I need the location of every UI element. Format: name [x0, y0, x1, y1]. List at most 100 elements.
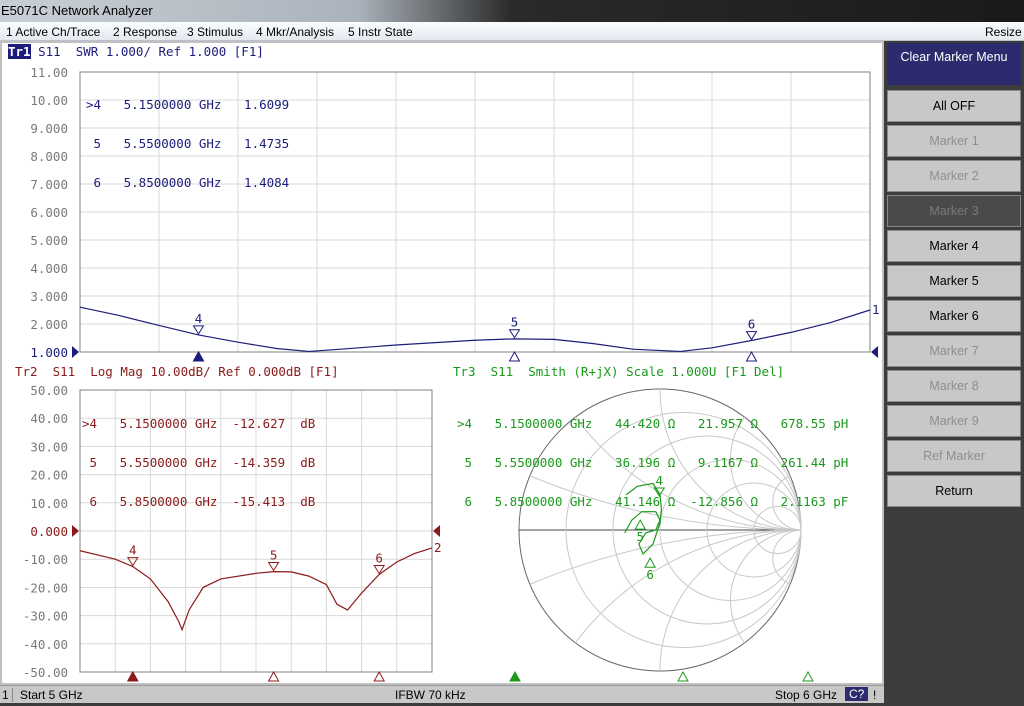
marker-6-icon — [373, 564, 386, 575]
menu-instr-state[interactable]: 5 Instr State — [348, 25, 413, 39]
marker-label: 4 — [656, 473, 664, 488]
softkey-menu-title: Clear Marker Menu — [887, 43, 1021, 85]
marker-readout: 5 5.5500000 GHz 1.4735 — [86, 136, 290, 151]
y-tick-label: 20.00 — [30, 468, 68, 483]
smith-reactance-arc — [772, 475, 802, 531]
y-tick-label: -40.00 — [23, 637, 68, 652]
y-tick-label: 3.000 — [30, 289, 68, 304]
smith-marker-stimulus-icon — [677, 670, 689, 682]
softkey-panel: Clear Marker Menu All OFF Marker 1 Marker … — [884, 41, 1024, 706]
start-frequency[interactable]: Start 5 GHz — [20, 688, 83, 702]
y-tick-label: 11.00 — [30, 65, 68, 80]
marker-readout: >4 5.1500000 GHz 1.6099 — [86, 97, 290, 112]
marker-readout: >4 5.1500000 GHz -12.627 dB — [82, 416, 316, 431]
window-title: E5071C Network Analyzer — [0, 0, 1024, 22]
reference-position-right-icon — [433, 525, 440, 537]
smith-reactance-arc — [772, 529, 802, 585]
marker-label: 4 — [129, 543, 137, 558]
tr2-marker-table: >4 5.1500000 GHz -12.627 dB 5 5.5500000 … — [82, 391, 315, 521]
y-tick-label: 8.000 — [30, 149, 68, 164]
y-tick-label: 6.000 — [30, 205, 68, 220]
y-tick-label: -10.00 — [23, 552, 68, 567]
tr3-marker-table: >4 5.1500000 GHz 44.420 Ω 21.957 Ω 678.5… — [457, 391, 848, 521]
softkey-all-off[interactable]: All OFF — [887, 90, 1021, 122]
plots-canvas: 11.00 10.00 9.000 8.000 7.000 6.000 5.000 4.000… — [23, 65, 880, 682]
calibration-status[interactable]: C? — [845, 687, 869, 701]
measurement-screen — [0, 41, 884, 685]
marker-label: 5 — [270, 547, 278, 562]
tr1-active-box[interactable]: Tr1 — [8, 44, 31, 59]
marker-label: 5 — [511, 315, 519, 330]
smith-reactance-arc — [659, 388, 802, 531]
softkey-marker-7[interactable]: Marker 7 — [887, 335, 1021, 367]
menu-resize[interactable]: Resize — [985, 25, 1022, 39]
marker-6-icon — [644, 557, 656, 568]
softkey-return[interactable]: Return — [887, 475, 1021, 507]
smith-reactance-arc — [730, 529, 802, 644]
marker-readout: 6 5.8500000 GHz 1.4084 — [86, 175, 290, 190]
stop-frequency[interactable]: Stop 6 GHz — [775, 688, 838, 702]
softkey-marker-2[interactable]: Marker 2 — [887, 160, 1021, 192]
smith-reactance-arc — [659, 529, 802, 672]
softkey-marker-6[interactable]: Marker 6 — [887, 300, 1021, 332]
softkey-marker-9[interactable]: Marker 9 — [887, 405, 1021, 437]
softkey-marker-5[interactable]: Marker 5 — [887, 265, 1021, 297]
trace-line — [79, 306, 871, 353]
menu-active-ch-trace[interactable]: 1 Active Ch/Trace — [6, 25, 101, 39]
marker-readout: 6 5.8500000 GHz 41.146 Ω -12.856 Ω 2.116… — [457, 494, 849, 509]
softkey-marker-3[interactable]: Marker 3 — [887, 195, 1021, 227]
marker-4-icon — [653, 487, 666, 497]
marker-label: 6 — [646, 567, 654, 582]
menu-response[interactable]: 2 Response — [113, 25, 178, 39]
y-tick-label: -20.00 — [23, 580, 68, 595]
y-tick-label: 1.000 — [30, 345, 68, 360]
marker-5-icon — [634, 519, 647, 530]
marker-5-stimulus-icon — [267, 670, 280, 682]
reference-position-right-icon — [871, 346, 878, 358]
softkey-ref-marker[interactable]: Ref Marker — [887, 440, 1021, 472]
y-tick-label: 4.000 — [30, 261, 68, 276]
y-tick-label: -50.00 — [23, 665, 68, 680]
marker-label: 6 — [375, 550, 383, 565]
y-tick-label: 9.000 — [30, 121, 68, 136]
y-tick-label: 50.00 — [30, 383, 68, 398]
y-tick-label: 30.00 — [30, 439, 68, 454]
y-tick-label: 2.000 — [30, 317, 68, 332]
smith-reactance-arc — [730, 416, 802, 531]
marker-readout: 6 5.8500000 GHz -15.413 dB — [82, 494, 316, 509]
smith-reactance-arc — [529, 529, 802, 585]
y-tick-label: 10.00 — [30, 496, 68, 511]
tr1-marker-table: >4 5.1500000 GHz 1.6099 5 5.5500000 GHz … — [86, 72, 289, 202]
smith-reactance-arc — [529, 475, 802, 531]
marker-readout: 5 5.5500000 GHz -14.359 dB — [82, 455, 316, 470]
menu-stimulus[interactable]: 3 Stimulus — [187, 25, 244, 39]
tr2-header[interactable]: Tr2 S11 Log Mag 10.00dB/ Ref 0.000dB [F1… — [15, 364, 339, 379]
softkey-marker-4[interactable]: Marker 4 — [887, 230, 1021, 262]
ifbw[interactable]: IFBW 70 kHz — [395, 688, 466, 702]
marker-5-icon — [508, 329, 521, 339]
y-tick-label: 40.00 — [30, 411, 68, 426]
plot-frame — [79, 389, 433, 673]
plot-frame — [79, 71, 871, 353]
y-tick-label: -30.00 — [23, 609, 68, 624]
tr3-header[interactable]: Tr3 S11 Smith (R+jX) Scale 1.000U [F1 De… — [453, 364, 785, 379]
y-tick-label: 7.000 — [30, 177, 68, 192]
smith-marker-stimulus-icon — [509, 670, 521, 682]
marker-label: 6 — [748, 317, 756, 332]
marker-readout: >4 5.1500000 GHz 44.420 Ω 21.957 Ω 678.5… — [457, 416, 849, 431]
softkey-marker-8[interactable]: Marker 8 — [887, 370, 1021, 402]
smith-marker-stimulus-icon — [802, 670, 814, 682]
trace-line — [79, 547, 433, 632]
reference-position-left-icon — [72, 346, 79, 358]
marker-readout: 5 5.5500000 GHz 36.196 Ω 9.1167 Ω 261.44… — [457, 455, 849, 470]
softkey-marker-1[interactable]: Marker 1 — [887, 125, 1021, 157]
channel-number: 1 — [2, 688, 13, 702]
marker-label: 5 — [636, 529, 644, 544]
y-tick-label: 10.00 — [30, 93, 68, 108]
y-tick-label: 0.000 — [30, 524, 68, 539]
menu-mkr-analysis[interactable]: 4 Mkr/Analysis — [256, 25, 335, 39]
y-tick-label: 5.000 — [30, 233, 68, 248]
tr1-header[interactable]: Tr1 S11 SWR 1.000/ Ref 1.000 [F1] — [8, 44, 264, 59]
marker-5-stimulus-icon — [508, 350, 521, 362]
trace-end-label: 2 — [434, 540, 442, 555]
